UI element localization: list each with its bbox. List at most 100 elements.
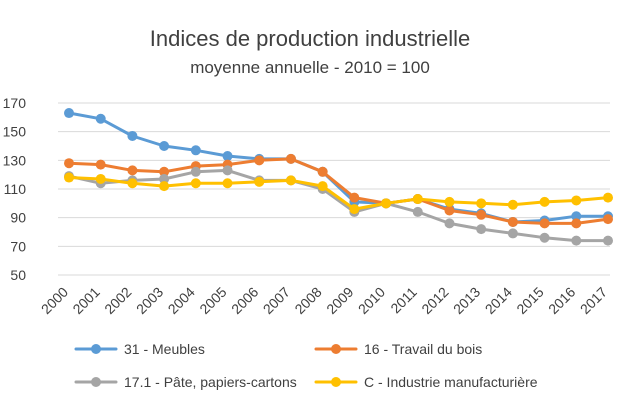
data-point [603,235,613,246]
x-tick-label: 2000 [38,284,71,317]
data-point [571,218,582,229]
legend-item: 17.1 - Pâte, papiers-cartons [74,374,297,390]
legend: 31 - Meubles 16 - Travail du bois 17.1 - P… [74,341,538,390]
data-point [476,224,487,235]
data-point [190,178,201,189]
data-point [64,158,74,169]
x-tick-label: 2013 [450,284,483,317]
data-point [159,173,170,184]
legend-swatch-marker [91,377,101,387]
x-tick-label: 2008 [291,284,324,317]
data-point [64,172,74,183]
data-point [285,175,296,186]
legend-item: 31 - Meubles [74,341,205,357]
legend-swatch-marker [331,377,341,387]
data-point [349,204,360,215]
chart-subtitle: moyenne annuelle - 2010 = 100 [190,58,430,77]
series-lines [64,108,613,246]
data-point [603,214,613,225]
x-tick-label: 2016 [545,284,578,317]
data-point [571,211,582,222]
data-point [222,165,233,176]
gridlines [58,102,610,276]
data-point [476,198,487,209]
data-point [285,153,296,164]
y-tick-label: 150 [3,124,27,140]
series-line [67,111,610,224]
data-point [476,209,487,220]
x-tick-label: 2012 [418,284,451,317]
series-line [67,157,610,225]
legend-label: 31 - Meubles [124,341,205,357]
data-point [349,192,360,203]
data-point [507,216,518,227]
series-1 [64,108,613,227]
legend-label: C - Industrie manufacturière [364,374,538,390]
data-point [444,196,455,207]
x-tick-label: 2014 [482,284,515,317]
data-point [571,195,582,206]
x-tick-label: 2006 [228,284,261,317]
data-point [159,181,170,192]
x-tick-label: 2003 [133,284,166,317]
data-point [64,108,74,119]
data-point [95,113,106,124]
series-4 [64,172,613,215]
data-point [444,218,455,229]
y-tick-label: 130 [3,152,27,168]
data-point [412,194,423,205]
data-point [127,130,138,141]
x-tick-label: 2015 [513,284,546,317]
data-point [127,178,138,189]
legend-swatch-marker [331,344,341,354]
x-tick-label: 2001 [69,284,102,317]
data-point [412,206,423,217]
x-tick-label: 2009 [323,284,356,317]
data-point [222,178,233,189]
legend-swatch-marker [91,344,101,354]
data-point [317,181,328,192]
data-point [254,176,265,187]
data-point [381,198,392,209]
x-tick-label: 2007 [260,284,293,317]
chart-title: Indices de production industrielle [149,26,471,51]
data-point [507,199,518,210]
x-tick-label: 2010 [355,284,388,317]
series-3 [64,165,613,246]
data-point [539,218,550,229]
data-point [190,166,201,177]
x-tick-label: 2017 [577,284,610,317]
series-line [67,176,610,211]
x-tick-label: 2005 [196,284,229,317]
x-tick-label: 2002 [101,284,134,317]
y-tick-label: 170 [3,95,27,111]
y-tick-label: 90 [10,210,26,226]
data-point [539,196,550,207]
data-point [444,205,455,216]
y-axis: 50 70 90 110 130 150 170 [3,95,27,283]
data-point [159,166,170,177]
legend-item: C - Industrie manufacturière [314,374,538,390]
legend-item: 16 - Travail du bois [314,341,482,357]
x-tick-label: 2011 [387,284,420,317]
series-line [67,168,610,243]
data-point [222,151,233,162]
data-point [254,155,265,166]
data-point [539,232,550,243]
data-point [95,159,106,170]
y-tick-label: 110 [4,181,27,197]
data-point [127,165,138,176]
data-point [507,228,518,239]
y-tick-label: 70 [10,238,26,254]
legend-label: 17.1 - Pâte, papiers-cartons [124,374,297,390]
data-point [603,192,613,203]
x-tick-label: 2004 [165,284,198,317]
data-point [159,141,170,151]
legend-label: 16 - Travail du bois [364,341,482,357]
y-tick-label: 50 [10,267,26,283]
data-point [571,235,582,246]
data-point [95,173,106,184]
data-point [317,166,328,177]
